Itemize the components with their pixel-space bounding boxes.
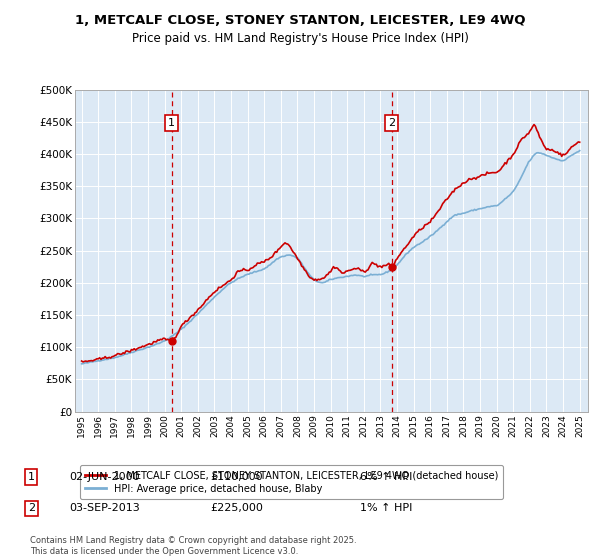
Text: £110,000: £110,000 — [210, 472, 263, 482]
Text: 2: 2 — [28, 503, 35, 514]
Text: 1: 1 — [168, 118, 175, 128]
Text: Price paid vs. HM Land Registry's House Price Index (HPI): Price paid vs. HM Land Registry's House … — [131, 32, 469, 45]
Text: 1% ↑ HPI: 1% ↑ HPI — [360, 503, 412, 514]
Text: 2: 2 — [388, 118, 395, 128]
Text: 03-SEP-2013: 03-SEP-2013 — [69, 503, 140, 514]
Text: £225,000: £225,000 — [210, 503, 263, 514]
Text: 02-JUN-2000: 02-JUN-2000 — [69, 472, 140, 482]
Text: Contains HM Land Registry data © Crown copyright and database right 2025.
This d: Contains HM Land Registry data © Crown c… — [30, 536, 356, 556]
Text: 1, METCALF CLOSE, STONEY STANTON, LEICESTER, LE9 4WQ: 1, METCALF CLOSE, STONEY STANTON, LEICES… — [75, 14, 525, 27]
Text: 6% ↑ HPI: 6% ↑ HPI — [360, 472, 412, 482]
Text: 1: 1 — [28, 472, 35, 482]
Legend: 1, METCALF CLOSE, STONEY STANTON, LEICESTER, LE9 4WQ (detached house), HPI: Aver: 1, METCALF CLOSE, STONEY STANTON, LEICES… — [80, 465, 503, 498]
